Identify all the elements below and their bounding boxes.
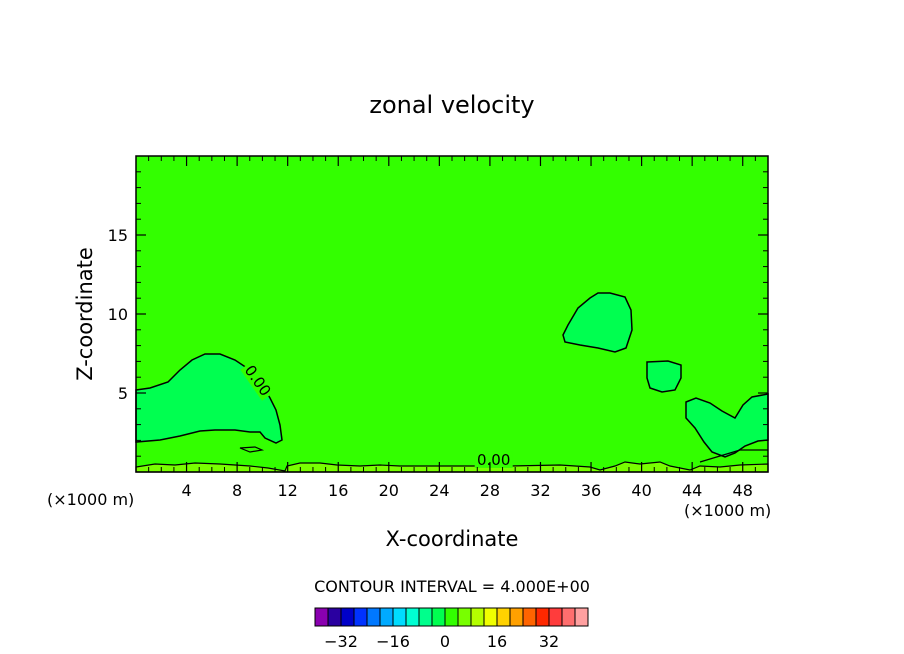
contour-value-label: 0.00 [477,451,510,469]
colorbar-swatch [392,607,407,627]
x-unit-label-right: (×1000 m) [684,501,771,520]
colorbar-swatch [548,607,563,627]
colorbar-swatch [431,607,446,627]
x-tick-label: 28 [480,481,500,500]
colorbar-swatch [418,607,433,627]
x-tick-label: 44 [682,481,702,500]
contour-interval-label: CONTOUR INTERVAL = 4.000E+00 [314,577,590,596]
colorbar-swatch [470,607,485,627]
region-upper-right-negative [562,292,633,353]
colorbar-tick-label: 16 [487,632,507,651]
chart-title: zonal velocity [369,91,534,119]
colorbar-swatch [509,607,524,627]
x-tick-label: 36 [581,481,601,500]
colorbar-swatch [535,607,550,627]
x-tick-label: 12 [278,481,298,500]
bottom-right-contour-extra [699,449,768,463]
x-tick-label: 32 [530,481,550,500]
colorbar-swatch [366,607,381,627]
y-axis-title: Z-coordinate [73,247,97,381]
region-mid-right-negative [646,360,682,393]
x-tick-label: 16 [328,481,348,500]
y-tick-label: 10 [108,305,128,324]
colorbar-swatch [327,607,342,627]
colorbar-swatch [496,607,511,627]
x-tick-label: 20 [379,481,399,500]
x-tick-label: 4 [181,481,191,500]
colorbar: −32 −16 0 16 32 [314,607,589,651]
colorbar-swatch [379,607,394,627]
colorbar-swatch [574,607,589,627]
colorbar-tick-label: −32 [324,632,358,651]
colorbar-swatch [353,607,368,627]
contour-label-bg [474,451,513,468]
x-tick-label: 48 [733,481,753,500]
colorbar-swatch [522,607,537,627]
colorbar-swatch [340,607,355,627]
colorbar-swatch [444,607,459,627]
colorbar-swatch [405,607,420,627]
colorbar-tick-label: −16 [376,632,410,651]
y-tick-label: 5 [118,384,128,403]
colorbar-swatch [314,607,329,627]
contour-label-bg [240,360,276,401]
colorbar-swatch [483,607,498,627]
y-tick-label: 15 [108,226,128,245]
x-axis-title: X-coordinate [386,527,519,551]
x-tick-label: 8 [232,481,242,500]
colorbar-swatch [457,607,472,627]
colorbar-swatch [561,607,576,627]
x-tick-label: 24 [429,481,449,500]
x-tick-label: 40 [631,481,651,500]
bottom-contour-extra [239,446,265,453]
colorbar-tick-label: 0 [440,632,450,651]
x-unit-label-left: (×1000 m) [47,490,134,509]
colorbar-tick-label: 32 [539,632,559,651]
